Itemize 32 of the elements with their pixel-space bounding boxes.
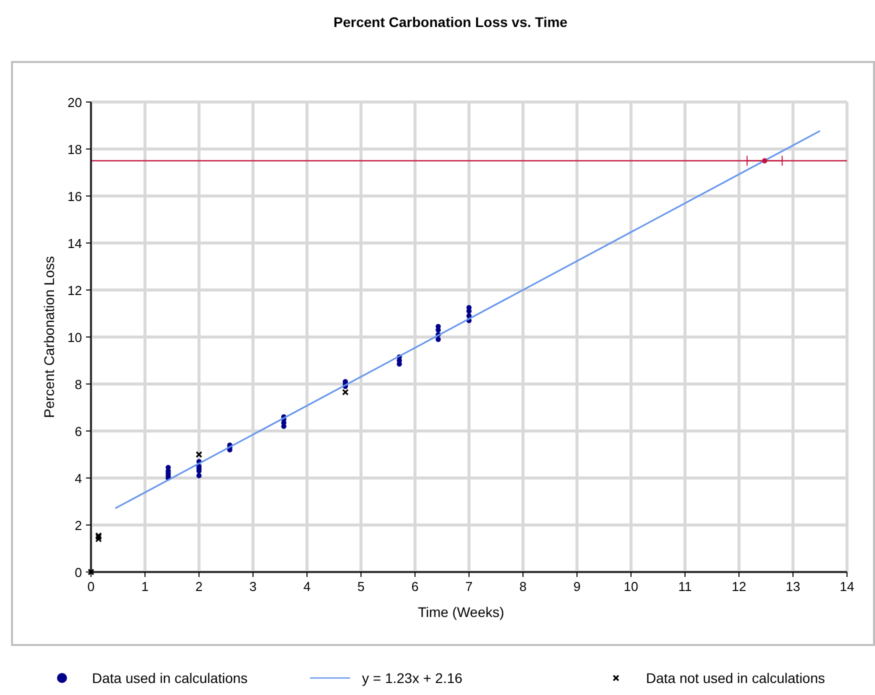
legend-label: Data not used in calculations: [646, 670, 825, 686]
x-tick-label: 2: [195, 579, 203, 594]
x-tick-label: 11: [678, 579, 692, 594]
y-tick-label: 12: [68, 283, 82, 298]
x-tick-label: 0: [87, 579, 95, 594]
y-tick-label: 16: [68, 189, 82, 204]
x-tick-label: 3: [249, 579, 257, 594]
y-tick-label: 10: [68, 330, 82, 345]
x-tick-label: 7: [465, 579, 473, 594]
y-tick-label: 0: [74, 565, 82, 580]
y-tick-label: 8: [74, 377, 82, 392]
y-tick-label: 2: [74, 518, 82, 533]
x-tick-label: 8: [519, 579, 527, 594]
chart-title: Percent Carbonation Loss vs. Time: [334, 14, 568, 30]
x-tick-label: 12: [732, 579, 746, 594]
x-tick-label: 10: [624, 579, 638, 594]
y-tick-label: 4: [74, 471, 82, 486]
x-tick-label: 5: [357, 579, 365, 594]
y-axis-title: Percent Carbonation Loss: [41, 256, 57, 418]
x-tick-label: 1: [141, 579, 149, 594]
x-tick-label: 14: [840, 579, 854, 594]
y-tick-label: 20: [68, 95, 82, 110]
legend-label: y = 1.23x + 2.16: [362, 670, 463, 686]
x-tick-label: 4: [303, 579, 311, 594]
x-tick-label: 13: [786, 579, 800, 594]
legend-label: Data used in calculations: [92, 670, 248, 686]
y-tick-label: 6: [74, 424, 82, 439]
x-tick-label: 9: [573, 579, 581, 594]
x-axis-title: Time (Weeks): [418, 604, 504, 620]
x-tick-label: 6: [411, 579, 419, 594]
y-tick-label: 18: [68, 142, 82, 157]
y-tick-label: 14: [68, 236, 82, 251]
